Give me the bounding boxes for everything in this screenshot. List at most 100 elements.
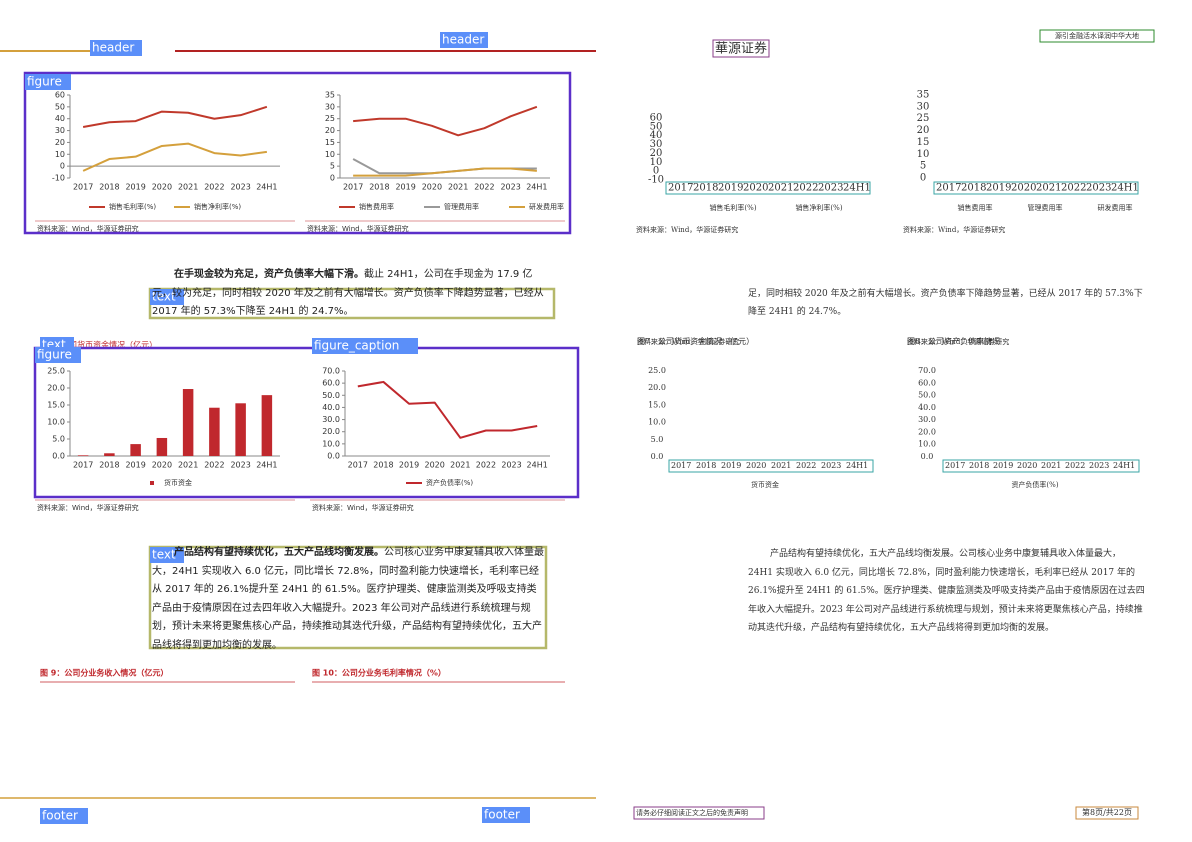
y-tick-label: 20.0 (47, 384, 65, 393)
ocr-box (1075, 806, 1139, 820)
paragraph-body: 公司核心业务中康复辅具收入体量最大，24H1 实现收入 6.0 亿元，同比增长 … (748, 549, 1145, 633)
ocr-tick: 20.0 (918, 427, 936, 436)
ocr-category: 2019 (993, 461, 1013, 470)
x-tick-label: 2019 (125, 461, 145, 470)
y-tick-label: 40 (55, 114, 65, 123)
x-tick-label: 2023 (230, 461, 250, 470)
ocr-box (712, 39, 770, 58)
ocr-category: 24H1 (843, 183, 871, 194)
ocr-box (1039, 29, 1155, 43)
ocr-category: 2020 (1017, 461, 1037, 470)
ocr-category: 24H1 (1111, 183, 1139, 194)
layout-label: header (92, 41, 134, 55)
ocr-category: 2021 (1036, 183, 1061, 194)
ocr-category: 2017 (668, 183, 693, 194)
bar (77, 455, 89, 456)
y-tick-label: 10 (55, 150, 65, 159)
ocr-category: 2018 (961, 183, 986, 194)
layout-annotations: header header figure text text figure fi… (23, 32, 580, 824)
ocr-legend: 货币资金 (751, 480, 779, 489)
legend-label: 研发费用率 (529, 202, 564, 211)
x-tick-label: 2017 (73, 183, 93, 192)
source: 资料来源：Wind，华源证券研究 (312, 503, 414, 512)
y-tick-label: 10.0 (322, 439, 340, 448)
y-tick-label: 0.0 (327, 452, 340, 461)
ocr-tick: 0 (920, 173, 926, 184)
ocr-legend: 销售毛利率(%) (709, 203, 756, 212)
label-bg (482, 807, 530, 823)
legend-label: 销售净利率(%) (194, 202, 241, 211)
x-tick-label: 2019 (399, 461, 419, 470)
ocr-title: 图7：公司货币资金情况（亿元） (637, 336, 754, 346)
ocr-legend: 管理费用率 (1028, 203, 1063, 212)
brand: 華源证券 (715, 41, 767, 57)
figure-box (23, 71, 572, 235)
layout-label: header (442, 33, 484, 47)
ocr-paragraph: 产品结构有望持续优化，五大产品线均衡发展。公司核心业务中康复辅具收入体量最大，2… (748, 545, 1146, 638)
x-tick-label: 2018 (99, 461, 119, 470)
label-bg (440, 32, 488, 48)
ocr-category: 2023 (818, 183, 843, 194)
ocr-category: 2022 (1065, 461, 1085, 470)
x-tick-label: 2020 (152, 461, 172, 470)
layout-label: figure (27, 75, 62, 89)
ocr-box (942, 459, 1140, 473)
figure-box (33, 346, 580, 499)
ocr-tick: 0 (653, 166, 659, 177)
y-tick-label: 30 (55, 126, 65, 135)
ocr-tick: 20 (917, 125, 930, 136)
source: 资料来源：Wind，华源证券研究 (307, 224, 409, 233)
ocr-category: 2020 (746, 461, 766, 470)
text-box (148, 545, 548, 650)
ocr-tick: 50 (650, 121, 663, 132)
ocr-box (665, 181, 871, 195)
x-tick-label: 2022 (204, 461, 224, 470)
y-tick-label: 5.0 (52, 435, 65, 444)
line (82, 105, 268, 128)
y-tick-label: 25 (325, 114, 335, 123)
ocr-tick: 50.0 (918, 391, 936, 400)
bar (182, 389, 194, 456)
bar (261, 395, 273, 456)
ocr-category: 2018 (693, 183, 718, 194)
ocr-category: 2023 (1086, 183, 1111, 194)
page-number: 第8页/共22页 (1082, 807, 1132, 817)
legend-label: 管理费用率 (444, 202, 479, 211)
layout-label: figure_caption (314, 339, 399, 353)
label-bg (90, 40, 142, 56)
line (82, 142, 268, 172)
bar (235, 403, 246, 456)
ocr-tick: 25.0 (648, 366, 666, 375)
x-tick-label: 2020 (422, 183, 442, 192)
line (353, 105, 538, 137)
ocr-source: 资料来源：Wind，华源证券研究 (903, 225, 1005, 234)
x-tick-label: 2021 (450, 461, 470, 470)
ocr-source: 资料来源：Wind，华源证券研究 (636, 225, 738, 234)
source: 资料来源：Wind，华源证券研究 (37, 503, 139, 512)
x-tick-label: 2022 (204, 183, 224, 192)
ocr-tick: 0.0 (651, 452, 664, 461)
x-tick-label: 2020 (152, 183, 172, 192)
label-bg (150, 289, 184, 305)
x-tick-label: 2017 (348, 461, 368, 470)
label-bg (40, 808, 88, 824)
bar (156, 437, 168, 456)
x-tick-label: 2017 (343, 183, 363, 192)
ocr-source: 资料来源：Wind，华源证券研究 (907, 337, 1009, 346)
y-tick-label: 30.0 (322, 415, 340, 424)
ocr-tick: 15 (917, 137, 930, 148)
x-tick-label: 2018 (99, 183, 119, 192)
ocr-category: 2022 (793, 183, 818, 194)
ocr-category: 24H1 (846, 461, 868, 470)
ocr-box (668, 459, 874, 473)
ocr-box (633, 806, 765, 820)
legend-label: 销售毛利率(%) (109, 202, 156, 211)
x-tick-label: 2021 (178, 183, 198, 192)
ocr-tick: 25 (917, 113, 930, 124)
label-bg (35, 347, 81, 363)
y-tick-label: 5 (330, 162, 335, 171)
ocr-tick: 0.0 (921, 452, 934, 461)
y-tick-label: 20 (325, 126, 335, 135)
ocr-tick: -10 (648, 175, 664, 186)
